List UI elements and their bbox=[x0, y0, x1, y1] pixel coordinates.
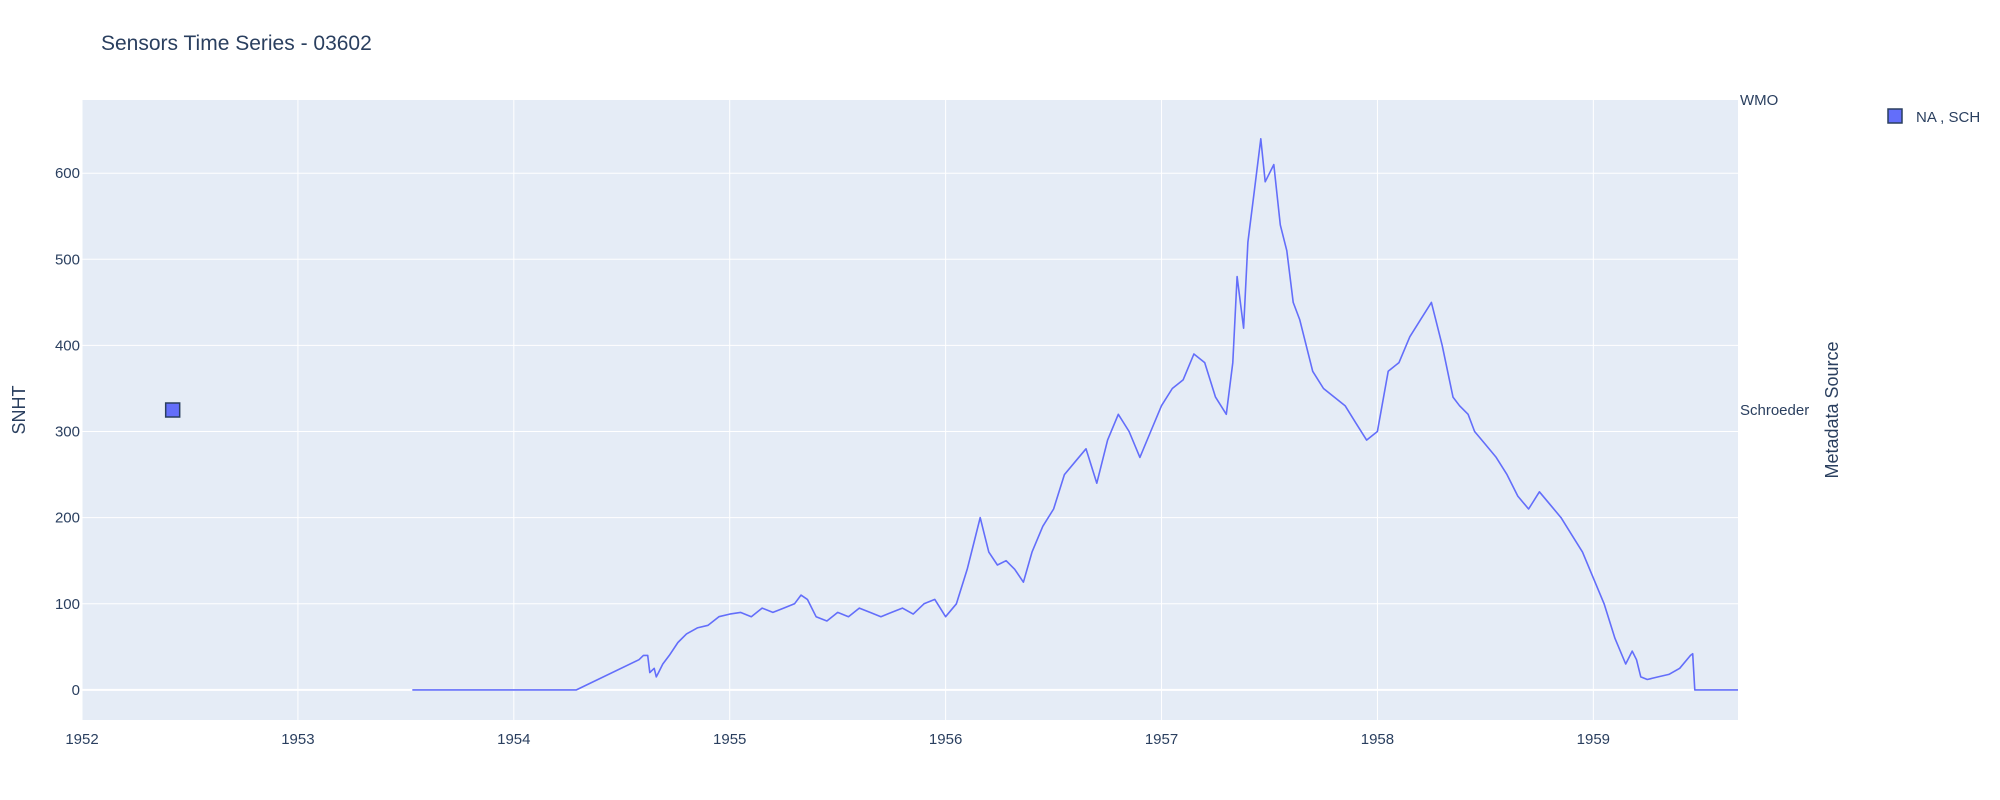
snht-series-line bbox=[412, 138, 1738, 691]
plot-area bbox=[82, 100, 1738, 720]
chart-title: Sensors Time Series - 03602 bbox=[101, 32, 372, 55]
x-tick-label: 1955 bbox=[713, 731, 746, 748]
x-tick-label: 1954 bbox=[497, 731, 530, 748]
y-axis-title: SNHT bbox=[9, 385, 29, 434]
y-tick-label: 400 bbox=[55, 337, 80, 354]
x-tick-label: 1959 bbox=[1577, 731, 1610, 748]
y-tick-label: 0 bbox=[72, 682, 80, 699]
x-tick-label: 1952 bbox=[65, 731, 98, 748]
x-axis-ticks: 1952 1953 1954 1955 1956 1957 1958 1959 bbox=[65, 731, 1610, 748]
y2-axis-ticks: WMO Schroeder bbox=[1740, 92, 1809, 419]
y-tick-label: 100 bbox=[55, 596, 80, 613]
x-tick-label: 1958 bbox=[1361, 731, 1394, 748]
x-tick-label: 1953 bbox=[281, 731, 314, 748]
y-tick-label: 500 bbox=[55, 251, 80, 268]
metadata-source-marker[interactable] bbox=[164, 402, 181, 418]
y-tick-label: 300 bbox=[55, 424, 80, 441]
y-tick-label: 200 bbox=[55, 510, 80, 527]
x-tick-label: 1957 bbox=[1145, 731, 1178, 748]
y-tick-label: 600 bbox=[55, 165, 80, 182]
y2-tick-label: WMO bbox=[1740, 92, 1778, 109]
legend[interactable]: NA , SCH bbox=[1887, 108, 1980, 126]
grid-lines bbox=[81, 100, 1738, 720]
y-axis-ticks: 0 100 200 300 400 500 600 bbox=[55, 165, 80, 699]
series-layer bbox=[164, 138, 1738, 691]
y2-tick-label: Schroeder bbox=[1740, 402, 1809, 419]
y2-axis-title: Metadata Source bbox=[1822, 341, 1842, 478]
x-tick-label: 1956 bbox=[929, 731, 962, 748]
legend-marker bbox=[1887, 108, 1903, 124]
legend-label[interactable]: NA , SCH bbox=[1916, 109, 1980, 126]
